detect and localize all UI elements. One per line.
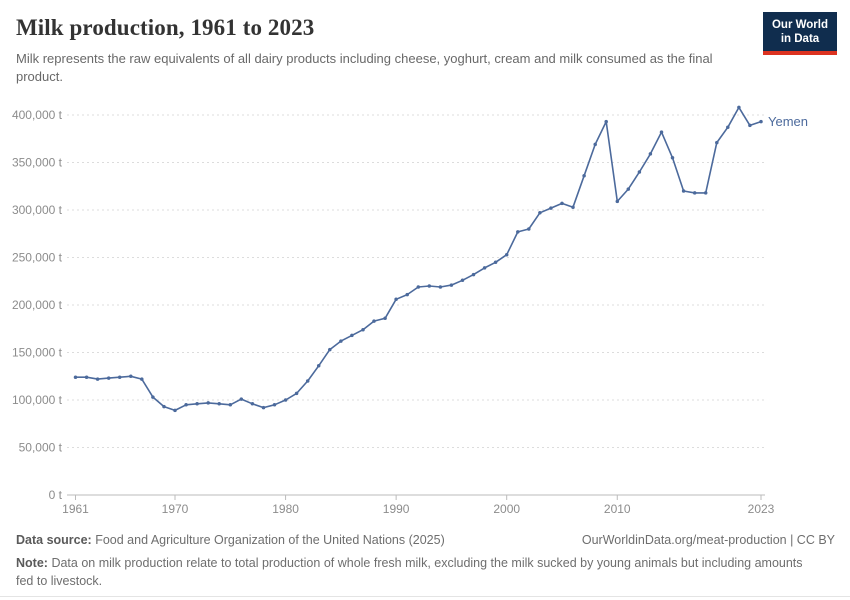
- data-point: [339, 339, 343, 343]
- data-point: [272, 403, 277, 407]
- data-point: [328, 347, 332, 352]
- data-point: [504, 252, 509, 257]
- y-tick-label: 400,000 t: [12, 108, 63, 122]
- note-text: Data on milk production relate to total …: [16, 555, 803, 588]
- data-point: [482, 266, 487, 270]
- data-point: [604, 119, 608, 124]
- data-point: [759, 119, 763, 124]
- x-tick-label: 2010: [604, 502, 631, 516]
- page-title: Milk production, 1961 to 2023: [16, 15, 315, 40]
- note-line: Note: Data on milk production relate to …: [16, 554, 816, 590]
- x-tick-label: 1961: [62, 502, 89, 516]
- data-point: [206, 401, 210, 405]
- data-point: [549, 206, 553, 210]
- data-point: [151, 395, 155, 399]
- data-point: [516, 230, 520, 234]
- data-point: [571, 205, 575, 209]
- data-point: [261, 405, 266, 410]
- logo-line2: in Data: [780, 33, 820, 46]
- data-point: [538, 211, 542, 215]
- x-tick-label: 1990: [383, 502, 410, 516]
- data-point: [217, 402, 221, 406]
- chart-header: Milk production, 1961 to 2023 Milk repre…: [16, 12, 837, 87]
- data-point: [471, 272, 476, 277]
- data-point: [659, 130, 664, 134]
- data-point: [648, 152, 653, 156]
- data-point: [195, 402, 199, 406]
- y-tick-label: 300,000 t: [12, 203, 63, 217]
- data-point: [228, 403, 233, 407]
- data-point: [239, 397, 244, 401]
- data-point: [106, 376, 111, 380]
- y-tick-label: 250,000 t: [12, 251, 63, 265]
- data-source-label: Data source:: [16, 532, 92, 547]
- data-point: [527, 227, 531, 231]
- x-tick-label: 1980: [272, 502, 299, 516]
- data-point: [670, 156, 675, 160]
- bottom-divider: [0, 596, 850, 597]
- x-tick-label: 1970: [162, 502, 189, 516]
- trend-line: [74, 106, 762, 412]
- data-point: [582, 174, 586, 178]
- data-point: [737, 105, 741, 110]
- y-tick-label: 150,000 t: [12, 346, 63, 360]
- chart-subtitle: Milk represents the raw equivalents of a…: [16, 51, 713, 85]
- data-point: [560, 201, 564, 206]
- data-point: [593, 142, 597, 147]
- data-point: [493, 260, 498, 265]
- data-point: [692, 191, 697, 195]
- data-point: [703, 191, 708, 195]
- data-point: [250, 402, 255, 406]
- series-label: Yemen: [768, 114, 808, 129]
- data-point: [117, 375, 122, 379]
- data-point: [84, 375, 89, 379]
- data-point: [427, 284, 432, 288]
- data-point: [316, 364, 321, 368]
- data-point: [394, 297, 398, 302]
- data-point: [383, 316, 387, 321]
- chart-footer: Data source: Food and Agriculture Organi…: [16, 533, 835, 590]
- y-tick-label: 50,000 t: [19, 441, 63, 455]
- note-label: Note:: [16, 555, 48, 570]
- data-point: [449, 283, 454, 287]
- data-point: [615, 199, 620, 204]
- x-tick-label: 2023: [748, 502, 775, 516]
- data-source-text: Food and Agriculture Organization of the…: [95, 532, 445, 547]
- data-point: [294, 391, 299, 396]
- data-point: [715, 140, 719, 145]
- data-point: [350, 333, 354, 338]
- data-point: [438, 285, 443, 289]
- data-point: [173, 408, 177, 413]
- y-tick-label: 100,000 t: [12, 393, 63, 407]
- y-tick-label: 0 t: [49, 488, 63, 502]
- data-point: [129, 374, 133, 379]
- data-point: [361, 327, 365, 332]
- data-point: [162, 404, 166, 409]
- logo-accent-bar: [763, 51, 837, 56]
- x-tick-label: 2000: [493, 502, 520, 516]
- owid-logo: Our World in Data: [763, 12, 837, 56]
- y-tick-label: 350,000 t: [12, 156, 63, 170]
- data-point: [305, 379, 310, 383]
- logo-line1: Our World: [771, 19, 828, 31]
- data-point: [372, 319, 376, 323]
- data-point: [460, 278, 465, 283]
- data-point: [626, 187, 631, 191]
- data-point: [416, 285, 421, 289]
- data-source-line: Data source: Food and Agriculture Organi…: [16, 533, 445, 547]
- data-point: [95, 377, 100, 381]
- data-point: [405, 292, 409, 297]
- data-point: [140, 377, 144, 381]
- data-point: [283, 398, 288, 402]
- data-point: [681, 189, 686, 193]
- data-point: [637, 170, 642, 174]
- owid-link[interactable]: OurWorldinData.org/meat-production | CC …: [581, 532, 835, 547]
- y-tick-label: 200,000 t: [12, 298, 63, 312]
- data-point: [726, 125, 730, 130]
- data-point: [748, 123, 752, 128]
- data-point: [73, 375, 78, 379]
- data-point: [184, 403, 188, 407]
